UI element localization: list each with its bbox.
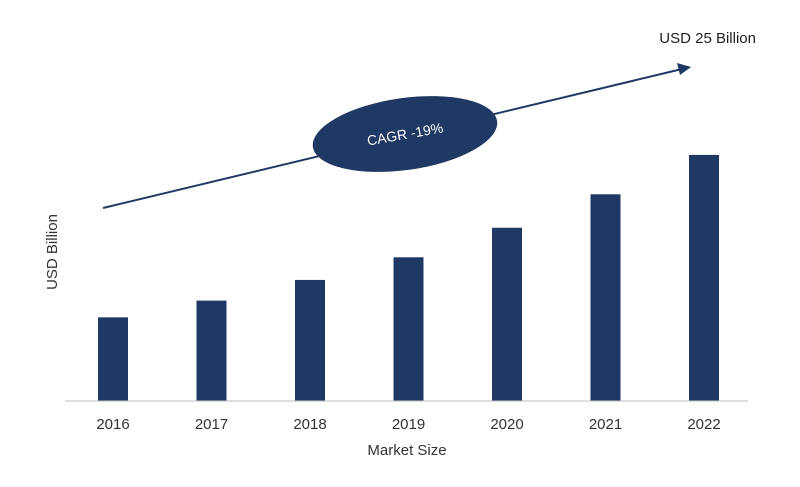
bar-2019 bbox=[393, 257, 424, 401]
x-tick-label-2021: 2021 bbox=[589, 416, 622, 433]
arrow-head-icon bbox=[677, 63, 691, 75]
x-tick-label-2017: 2017 bbox=[195, 416, 228, 433]
cagr-badge: CAGR -19% bbox=[312, 96, 498, 172]
x-tick-label-2016: 2016 bbox=[96, 416, 129, 433]
bar-2022 bbox=[689, 154, 719, 401]
bar-2021 bbox=[590, 194, 621, 401]
x-tick-label-2020: 2020 bbox=[490, 416, 523, 433]
x-tick-label-2018: 2018 bbox=[293, 416, 326, 433]
y-axis-label: USD Billion bbox=[44, 214, 61, 290]
end-value-label: USD 25 Billion bbox=[659, 30, 756, 47]
x-tick-label-2019: 2019 bbox=[392, 416, 425, 433]
bar-2018 bbox=[295, 279, 325, 401]
bar-2016 bbox=[98, 317, 128, 401]
x-tick-label-2022: 2022 bbox=[687, 416, 720, 433]
bar-2020 bbox=[492, 227, 522, 401]
x-tick-labels: 2016 2017 2018 2019 2020 2021 2022 bbox=[96, 416, 720, 433]
bar-2017 bbox=[196, 300, 227, 401]
bars-group bbox=[98, 154, 719, 401]
x-axis-label: Market Size bbox=[367, 442, 446, 459]
